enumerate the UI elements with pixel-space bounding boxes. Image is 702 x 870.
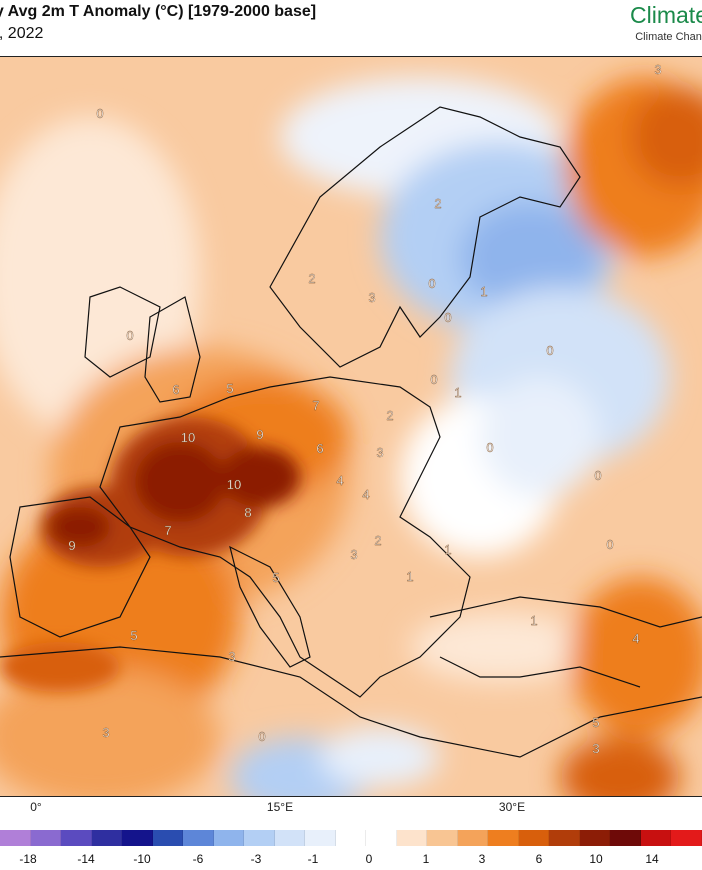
contour-label: 3 bbox=[102, 725, 109, 740]
cbar-label: 0 bbox=[365, 852, 373, 866]
colorbar-segment bbox=[549, 830, 580, 846]
colorbar-segment bbox=[274, 830, 306, 846]
colorbar-segment bbox=[61, 830, 92, 846]
colorbar-segment bbox=[122, 830, 153, 846]
contour-label: 0 bbox=[546, 343, 553, 358]
colorbar-segment bbox=[366, 830, 397, 846]
cbar-label: 10 bbox=[589, 852, 603, 866]
colorbar-segment bbox=[671, 830, 702, 846]
contour-label: 3 bbox=[376, 445, 383, 460]
contour-label: 5 bbox=[226, 381, 233, 396]
contour-label: 9 bbox=[256, 427, 263, 442]
contour-label: 0 bbox=[594, 468, 601, 483]
colorbar-segment bbox=[213, 830, 245, 846]
contour-label: 0 bbox=[96, 106, 103, 121]
contour-label: 10 bbox=[227, 477, 241, 492]
contour-label: 4 bbox=[336, 473, 343, 488]
contour-label: 9 bbox=[68, 538, 75, 553]
contour-label: 0 bbox=[430, 372, 437, 387]
contour-label: 8 bbox=[244, 505, 251, 520]
contour-label: 2 bbox=[308, 271, 315, 286]
colorbar-segment bbox=[152, 830, 184, 846]
colorbar-segment bbox=[183, 830, 214, 846]
cbar-label: -3 bbox=[250, 852, 262, 866]
contour-label: 0 bbox=[126, 328, 133, 343]
lon-tick-15e: 15°E bbox=[266, 800, 294, 814]
colorbar-segment bbox=[30, 830, 62, 846]
longitude-axis: 0° 15°E 30°E bbox=[0, 800, 702, 820]
contour-label: 0 bbox=[258, 729, 265, 744]
contour-label: 1 bbox=[406, 569, 413, 584]
cbar-label: 3 bbox=[478, 852, 486, 866]
colorbar-segment bbox=[305, 830, 336, 846]
contour-label: 3 bbox=[654, 62, 661, 77]
contour-label: 0 bbox=[486, 440, 493, 455]
cbar-label: 14 bbox=[645, 852, 659, 866]
colorbar-segment bbox=[396, 830, 428, 846]
contour-label: 2 bbox=[386, 408, 393, 423]
colorbar-segment bbox=[457, 830, 489, 846]
contour-label: 1 bbox=[530, 613, 537, 628]
contour-label: 0 bbox=[606, 537, 613, 552]
contour-label: 6 bbox=[172, 382, 179, 397]
contour-label: 5 bbox=[592, 715, 599, 730]
contour-label: 3 bbox=[368, 290, 375, 305]
colorbar-segment bbox=[610, 830, 641, 846]
contour-label: 4 bbox=[362, 487, 369, 502]
contour-label: 1 bbox=[480, 284, 487, 299]
cbar-label: -10 bbox=[133, 852, 151, 866]
colorbar-segment bbox=[579, 830, 611, 846]
cbar-label: 6 bbox=[535, 852, 543, 866]
contour-label: 2 bbox=[374, 533, 381, 548]
map-title: ay Avg 2m T Anomaly (°C) [1979-2000 base… bbox=[0, 3, 317, 20]
map-subtitle: 6, 2022 bbox=[0, 25, 44, 42]
lon-tick-0: 0° bbox=[30, 800, 42, 814]
coastlines bbox=[0, 106, 702, 758]
header: ay Avg 2m T Anomaly (°C) [1979-2000 base… bbox=[0, 0, 702, 56]
contour-label: 7 bbox=[164, 523, 171, 538]
anomaly-core bbox=[0, 417, 300, 692]
contour-label: 0 bbox=[428, 276, 435, 291]
anomaly-field bbox=[0, 77, 702, 796]
contour-label: 5 bbox=[130, 628, 137, 643]
colorbar-labels: -18 -14 -10 -6 -3 -1 0 1 3 6 10 14 bbox=[0, 852, 702, 868]
contour-label: 5 bbox=[272, 570, 279, 585]
temperature-anomaly-map[interactable]: 0 2 3 2 3 0 1 0 0 0 0 1 2 6 5 7 10 9 6 3 0 10 4 4 8 7 9 3 2 1 5 1 0 5 3 4 1 3… bbox=[0, 56, 702, 797]
cbar-label: -1 bbox=[307, 852, 319, 866]
colorbar-segment bbox=[91, 830, 123, 846]
cbar-label: 1 bbox=[422, 852, 430, 866]
contour-label: 1 bbox=[454, 385, 461, 400]
contour-label: 3 bbox=[592, 741, 599, 756]
cbar-label: -14 bbox=[77, 852, 95, 866]
contour-label: 0 bbox=[444, 310, 451, 325]
colorbar-segment bbox=[335, 830, 367, 846]
lon-tick-30e: 30°E bbox=[498, 800, 526, 814]
colorbar bbox=[0, 830, 702, 846]
cbar-label: -18 bbox=[19, 852, 37, 866]
contour-label: 10 bbox=[181, 430, 195, 445]
contour-label: 1 bbox=[444, 542, 451, 557]
colorbar-segment bbox=[518, 830, 550, 846]
contour-label: 7 bbox=[312, 398, 319, 413]
colorbar-segment bbox=[640, 830, 672, 846]
contour-label: 3 bbox=[350, 547, 357, 562]
colorbar-segment bbox=[244, 830, 275, 846]
brand-subtitle: Climate Chang bbox=[635, 31, 702, 43]
cbar-label: -6 bbox=[192, 852, 204, 866]
contour-label: 3 bbox=[228, 649, 235, 664]
contour-label: 4 bbox=[632, 631, 639, 646]
contour-label: 2 bbox=[434, 196, 441, 211]
colorbar-segment bbox=[427, 830, 458, 846]
contour-label: 6 bbox=[316, 441, 323, 456]
colorbar-segment bbox=[488, 830, 519, 846]
brand-logo[interactable]: Climate bbox=[630, 2, 702, 28]
colorbar-segment bbox=[0, 830, 31, 846]
